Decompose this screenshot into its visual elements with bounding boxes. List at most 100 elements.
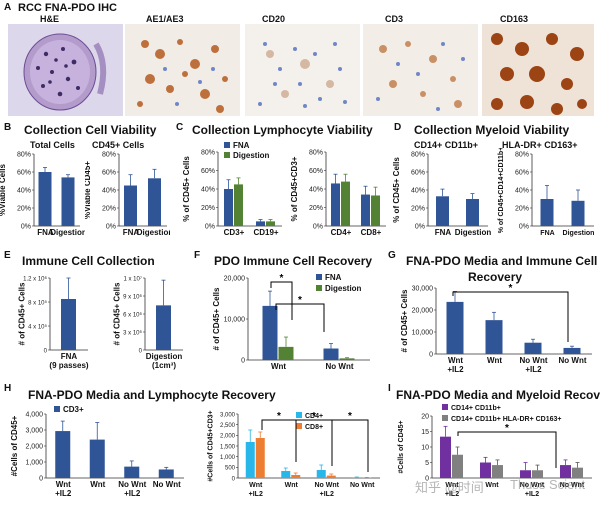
chart-e-digestion-count: 0 3 x 10⁶ 6 x 10⁶ 9 x 10⁶ 1 x 10⁷# of CD45+ … xyxy=(112,275,183,370)
significance-bracket xyxy=(331,419,369,472)
y-tick-label: 20% xyxy=(411,205,425,212)
bar xyxy=(38,172,52,226)
x-tick-label: Wnt xyxy=(487,356,502,365)
y-tick-label: 0 xyxy=(44,348,48,354)
legend-label: Digestion xyxy=(325,284,362,293)
significance-star: * xyxy=(312,411,316,422)
bar xyxy=(224,189,233,226)
bar xyxy=(446,301,464,354)
y-axis-label: #Cells of CD45+ xyxy=(10,415,19,476)
y-tick-label: 2,000 xyxy=(220,434,236,440)
bar xyxy=(262,305,278,360)
y-tick-label: 40% xyxy=(17,187,31,194)
chart-f-pdo-recovery: 0 10,000 20,000# of CD45+ Cells Wnt No Wnt FN… xyxy=(212,273,370,371)
bar xyxy=(89,439,105,478)
significance-star: * xyxy=(277,411,281,422)
panel-h-letter: H xyxy=(4,383,12,394)
bar xyxy=(440,436,451,478)
x-tick-sublabel: +IL2 xyxy=(320,491,334,498)
x-tick-label: CD4+ xyxy=(331,228,352,237)
legend-swatch xyxy=(442,415,448,421)
x-tick-label: Wnt xyxy=(249,482,263,489)
x-tick-label: Digestion xyxy=(137,228,170,237)
x-tick-label: No Wnt xyxy=(560,482,585,489)
legend-label: CD3+ xyxy=(63,405,84,414)
x-tick-sublabel: +IL2 xyxy=(55,489,72,498)
x-tick-sublabel: +IL2 xyxy=(249,491,263,498)
y-tick-label: 6 x 10⁶ xyxy=(123,311,142,318)
x-tick-label: Wnt xyxy=(56,480,71,489)
y-axis-label: %Viable CD45+ xyxy=(85,161,92,219)
bar xyxy=(316,470,326,478)
stain-label-cd3: CD3 xyxy=(385,14,404,24)
chart-e-fna-count: 0 4 x 10⁵ 8 x 10⁵ 1.2 x 10⁶# of CD45+ Cells… xyxy=(17,275,88,370)
x-tick-label: No Wnt xyxy=(326,362,354,371)
y-tick-label: 20,000 xyxy=(224,275,246,282)
y-tick-label: 80% xyxy=(201,149,215,156)
significance-bracket xyxy=(270,281,293,320)
panel-h-title: FNA-PDO Media and Lymphocyte Recovery xyxy=(28,388,276,402)
x-tick-label: Wnt xyxy=(90,480,105,489)
x-tick-label: FNA xyxy=(37,228,54,237)
panel-f-title: PDO Immune Cell Recovery xyxy=(214,254,373,268)
bar xyxy=(331,183,340,226)
y-tick-label: 0% xyxy=(415,223,425,230)
bar xyxy=(234,184,243,226)
panel-d-title: Collection Myeloid Viability xyxy=(414,123,570,137)
significance-star: * xyxy=(505,423,509,434)
bar xyxy=(156,305,171,350)
panel-b-sub2: CD45+ Cells xyxy=(92,140,145,150)
cd3-stain-image xyxy=(363,24,478,116)
y-tick-label: 0% xyxy=(21,223,31,230)
chart-c-lymphocyte-cd45: 0% 20% 40% 60% 80% % of CD45+ Cells CD3+ CD19+ F… xyxy=(182,141,282,237)
bar xyxy=(352,477,362,478)
cd163-stain-image xyxy=(482,24,594,116)
x-tick-label: FNA xyxy=(435,228,452,237)
x-tick-label: CD3+ xyxy=(224,228,245,237)
y-tick-label: 40% xyxy=(309,186,323,193)
x-tick-sublabel: +IL2 xyxy=(447,365,464,374)
y-tick-label: 20,000 xyxy=(412,307,434,314)
bar xyxy=(572,467,583,478)
y-tick-label: 1.2 x 10⁶ xyxy=(23,275,47,282)
y-tick-label: 80% xyxy=(102,151,116,158)
bar xyxy=(563,347,581,354)
y-tick-label: 20% xyxy=(515,205,529,212)
panel-i-letter: I xyxy=(388,383,391,394)
x-tick-label: No Wnt xyxy=(350,482,375,489)
chart-c-lymphocyte-cd3: 0% 20% 40% 60% 80% % of CD45+CD3+ CD4+ CD8+ xyxy=(290,149,386,237)
panel-b-letter: B xyxy=(4,122,12,133)
y-tick-label: 60% xyxy=(515,169,529,176)
panel-f-letter: F xyxy=(194,250,201,261)
x-tick-label: No Wnt xyxy=(118,480,146,489)
y-tick-label: 3,000 xyxy=(25,427,43,434)
y-tick-label: 4 x 10⁵ xyxy=(28,323,47,330)
panel-b-title: Collection Cell Viability xyxy=(24,123,157,137)
y-tick-label: 20 xyxy=(421,413,429,420)
panel-d-sub1: CD14+ CD11b+ xyxy=(414,140,479,150)
legend-label: CD14+ CD11b+ xyxy=(451,405,501,412)
legend-label: CD4+ xyxy=(305,413,323,420)
bar xyxy=(61,299,76,350)
y-tick-label: 15 xyxy=(421,429,429,436)
legend-swatch xyxy=(442,404,448,410)
bar xyxy=(452,454,463,478)
y-tick-label: 80% xyxy=(515,151,529,158)
significance-star: * xyxy=(509,283,513,294)
bar xyxy=(492,465,503,478)
bar xyxy=(339,358,355,360)
y-tick-label: 1,500 xyxy=(220,444,236,450)
y-axis-label: % of CD45+CD14+CD11b+ xyxy=(498,148,505,233)
cd20-stain-image xyxy=(245,24,360,116)
y-tick-label: 10 xyxy=(421,444,429,451)
x-tick-label: No Wnt xyxy=(153,480,181,489)
x-tick-sublabel: (9 passes) xyxy=(49,361,88,370)
panel-d-sub2: HLA-DR+ CD163+ xyxy=(502,140,578,150)
y-tick-label: 40% xyxy=(515,187,529,194)
y-tick-label: 0 xyxy=(39,475,43,482)
y-tick-label: 2,000 xyxy=(25,443,43,450)
x-tick-label: Digestion xyxy=(455,228,492,237)
y-axis-label: # of CD45+ Cells xyxy=(17,282,26,345)
